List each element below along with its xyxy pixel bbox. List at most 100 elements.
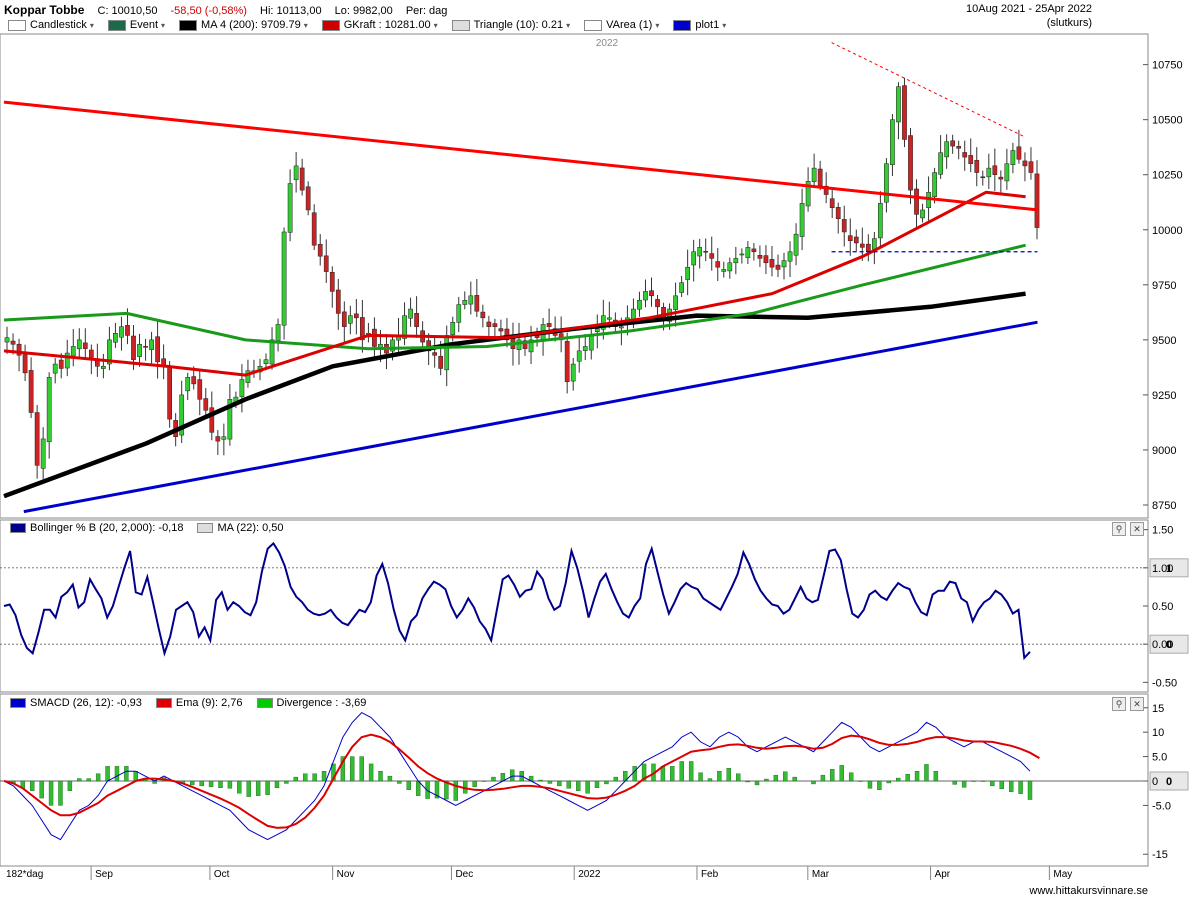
- candle-body: [456, 304, 462, 323]
- level-box: [1149, 634, 1189, 654]
- bollinger-panel-frame: [0, 519, 1149, 693]
- candle-body: [980, 176, 986, 179]
- candle-body: [582, 346, 588, 351]
- dropdown-icon[interactable]: ▾: [89, 20, 94, 30]
- y-tick-label: 0: [1152, 776, 1158, 788]
- divergence-bar: [924, 764, 929, 782]
- legend-candlestick[interactable]: Candlestick ▾: [8, 19, 94, 31]
- candle-body: [221, 436, 227, 440]
- candle-body: [46, 377, 52, 443]
- candle-body: [209, 407, 215, 433]
- candle-body: [546, 323, 552, 327]
- x-corner-label: 182*dag: [6, 869, 43, 880]
- candle-body: [191, 376, 197, 385]
- dropdown-icon[interactable]: ▾: [303, 20, 308, 30]
- divergence-bar: [613, 776, 619, 782]
- candle-body: [787, 251, 793, 262]
- divergence-bar: [114, 766, 120, 782]
- divergence-bar: [406, 780, 411, 790]
- close-panel-icon[interactable]: ✕: [1130, 522, 1144, 536]
- macd-legend: SMACD (26, 12): -0,93 Ema (9): 2,76 Dive…: [10, 697, 366, 709]
- x-tick-label: Nov: [337, 869, 355, 880]
- divergence-bar: [510, 769, 515, 782]
- dropdown-icon[interactable]: ▾: [161, 20, 166, 30]
- candle-body: [504, 328, 510, 341]
- divergence-bar: [190, 780, 195, 786]
- y-tick-label: 10000: [1152, 225, 1183, 237]
- divergence-bar: [839, 765, 844, 782]
- candle-body: [673, 295, 678, 310]
- candle-body: [522, 340, 528, 349]
- footer-url[interactable]: www.hittakursvinnare.se: [1029, 885, 1148, 897]
- zoom-icon[interactable]: ⚲: [1112, 697, 1126, 711]
- candle-body: [841, 219, 847, 233]
- candle-body: [878, 203, 883, 239]
- indicator-legend: Candlestick ▾ Event ▾ MA 4 (200): 9709.79 ▾…: [8, 19, 740, 31]
- candle-body: [474, 295, 480, 312]
- divergence-bar: [896, 777, 901, 782]
- legend-swatch: [10, 698, 26, 708]
- candle-body: [847, 235, 853, 242]
- chart-header: Koppar Tobbe C: 10010,50 -58,50 (-0,58%)…: [0, 0, 1148, 34]
- close-panel-icon[interactable]: ✕: [1130, 697, 1144, 711]
- legend-triangle[interactable]: Triangle (10): 0.21 ▾: [451, 19, 571, 31]
- candle-body: [950, 140, 956, 147]
- candle-body: [799, 203, 805, 237]
- legend-plot1[interactable]: plot1 ▾: [673, 19, 726, 31]
- legend-ma4[interactable]: MA 4 (200): 9709.79 ▾: [179, 19, 308, 31]
- legend-swatch: [10, 523, 26, 533]
- divergence-bar: [444, 780, 449, 800]
- divergence-bar: [434, 780, 440, 799]
- y-tick-label: 9250: [1152, 390, 1176, 402]
- dropdown-icon[interactable]: ▾: [722, 20, 727, 30]
- divergence-bar: [670, 766, 675, 782]
- candle-body: [715, 261, 721, 268]
- divergence-bar: [77, 778, 82, 782]
- divergence-bar: [557, 780, 562, 787]
- candle-body: [643, 291, 648, 301]
- divergence-bar: [378, 771, 383, 782]
- legend-gkraft[interactable]: GKraft : 10281.00 ▾: [321, 19, 438, 31]
- divergence-bar: [321, 771, 327, 782]
- candle-body: [745, 247, 751, 258]
- divergence-bar: [30, 780, 35, 791]
- candle-body: [197, 379, 203, 400]
- candle-body: [872, 238, 877, 250]
- candle-body: [528, 339, 534, 353]
- dropdown-icon[interactable]: ▾: [566, 20, 571, 30]
- candle-body: [564, 341, 570, 382]
- candle-body: [637, 299, 642, 310]
- candle-body: [311, 212, 317, 246]
- divergence-bar: [632, 766, 637, 782]
- instrument-title: Koppar Tobbe: [4, 3, 85, 17]
- legend-event[interactable]: Event ▾: [107, 19, 166, 31]
- legend-label: Event: [129, 19, 159, 31]
- divergence-bar: [830, 769, 835, 782]
- candle-body: [998, 176, 1004, 180]
- divergence-bar: [820, 774, 826, 782]
- candle-body: [287, 183, 293, 233]
- candle-body: [179, 394, 185, 436]
- candle-body: [986, 167, 992, 178]
- candle-body: [444, 335, 450, 371]
- y-tick-label: 8750: [1152, 500, 1176, 512]
- divergence-bar: [999, 780, 1004, 790]
- year-label: 2022: [596, 38, 619, 49]
- dropdown-icon[interactable]: ▾: [655, 20, 660, 30]
- divergence-bar: [1008, 780, 1014, 792]
- candle-body: [299, 167, 305, 191]
- zoom-icon[interactable]: ⚲: [1112, 522, 1126, 536]
- y-tick-label: 10500: [1152, 115, 1183, 127]
- candle-body: [281, 231, 287, 326]
- candle-body: [709, 253, 715, 259]
- divergence-bar: [726, 768, 731, 782]
- candle-body: [751, 248, 757, 253]
- price-mode: (slutkurs): [1046, 17, 1092, 29]
- x-tick-label: 2022: [578, 869, 601, 880]
- legend-varea[interactable]: VArea (1) ▾: [584, 19, 659, 31]
- ema-line: [3, 733, 1040, 829]
- candle-body: [679, 282, 684, 293]
- dropdown-icon[interactable]: ▾: [433, 20, 438, 30]
- candle-body: [962, 152, 968, 158]
